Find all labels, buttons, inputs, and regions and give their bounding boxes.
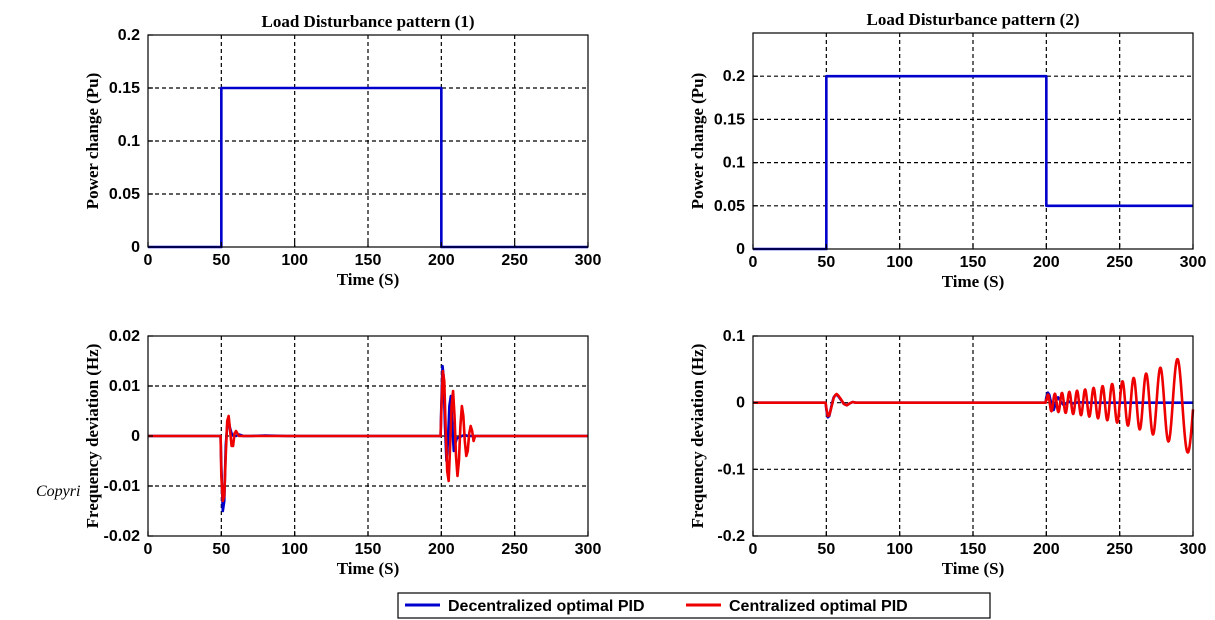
x-tick-label: 50 — [212, 541, 230, 558]
series-line-centralized-optimal-pid — [148, 369, 588, 503]
x-tick-label: 200 — [428, 252, 455, 269]
x-tick-label: 200 — [428, 541, 455, 558]
y-tick-label: -0.1 — [717, 461, 745, 478]
y-axis-label: Frequency deviation (Hz) — [688, 344, 707, 529]
x-axis-label: Time (S) — [337, 559, 400, 578]
chart-frequency-deviation-1: 0 50 100 150 200 250 300 -0.02 -0.01 0 0.01 0.02 Tim… — [83, 328, 601, 578]
x-tick-label: 300 — [1180, 254, 1207, 271]
y-tick-label: 0.02 — [109, 328, 140, 345]
chart-load-pattern-2: 0 50 100 150 200 250 300 0 0.05 0.1 0.15 0.2 Time (S… — [688, 10, 1206, 291]
x-tick-label: 150 — [355, 541, 382, 558]
x-tick-label: 250 — [501, 252, 528, 269]
x-tick-label: 100 — [281, 252, 308, 269]
x-tick-label: 50 — [817, 254, 835, 271]
y-tick-label: 0.1 — [118, 133, 140, 150]
x-tick-label: 50 — [817, 541, 835, 558]
x-tick-label: 0 — [749, 541, 758, 558]
y-tick-label: 0.2 — [723, 68, 745, 85]
x-tick-label: 300 — [575, 252, 602, 269]
y-tick-label: 0.05 — [109, 186, 140, 203]
x-tick-label: 200 — [1033, 541, 1060, 558]
legend-label-centralized: Centralized optimal PID — [729, 598, 908, 615]
y-tick-label: 0 — [131, 239, 140, 256]
y-tick-label: 0.05 — [714, 198, 745, 215]
x-tick-label: 0 — [144, 541, 153, 558]
x-tick-label: 150 — [960, 541, 987, 558]
chart-load-pattern-1: 0 50 100 150 200 250 300 0 0.05 0.1 0.15 0.2 Time (S… — [83, 12, 601, 289]
chart-frequency-deviation-2: 0 50 100 150 200 250 300 -0.2 -0.1 0 0.1 Time (S) Fr… — [688, 328, 1206, 578]
y-tick-label: 0.15 — [714, 111, 745, 128]
y-tick-label: -0.2 — [717, 528, 745, 545]
x-tick-label: 150 — [355, 252, 382, 269]
x-axis-label: Time (S) — [942, 272, 1005, 291]
copyright-fragment: Copyri — [36, 483, 80, 500]
x-tick-label: 150 — [960, 254, 987, 271]
x-tick-label: 250 — [1106, 254, 1133, 271]
x-tick-label: 100 — [281, 541, 308, 558]
y-tick-label: 0.1 — [723, 328, 745, 345]
chart-title: Load Disturbance pattern (2) — [867, 10, 1080, 29]
y-tick-label: 0.2 — [118, 27, 140, 44]
y-axis-label: Frequency deviation (Hz) — [83, 344, 102, 529]
y-tick-label: 0.15 — [109, 80, 140, 97]
x-axis-label: Time (S) — [942, 559, 1005, 578]
x-axis-label: Time (S) — [337, 270, 400, 289]
y-tick-label: 0 — [736, 395, 745, 412]
x-tick-label: 250 — [1106, 541, 1133, 558]
x-tick-label: 0 — [749, 254, 758, 271]
series-line-centralized-optimal-pid — [753, 357, 1195, 454]
chart-title: Load Disturbance pattern (1) — [262, 12, 475, 31]
x-tick-label: 100 — [886, 541, 913, 558]
y-axis-label: Power change (Pu) — [688, 73, 707, 210]
y-tick-label: -0.01 — [104, 478, 141, 495]
y-tick-label: 0.1 — [723, 155, 745, 172]
legend-label-decentralized: Decentralized optimal PID — [448, 598, 645, 615]
y-tick-label: 0.01 — [109, 378, 140, 395]
x-tick-label: 200 — [1033, 254, 1060, 271]
x-tick-label: 0 — [144, 252, 153, 269]
series-line-disturbance — [148, 86, 588, 249]
x-tick-label: 50 — [212, 252, 230, 269]
x-tick-label: 300 — [575, 541, 602, 558]
y-tick-label: -0.02 — [104, 528, 141, 545]
x-tick-label: 100 — [886, 254, 913, 271]
legend: Decentralized optimal PID Centralized op… — [397, 592, 991, 619]
y-tick-label: 0 — [131, 428, 140, 445]
y-axis-label: Power change (Pu) — [83, 73, 102, 210]
y-tick-label: 0 — [736, 241, 745, 258]
x-tick-label: 250 — [501, 541, 528, 558]
x-tick-label: 300 — [1180, 541, 1207, 558]
